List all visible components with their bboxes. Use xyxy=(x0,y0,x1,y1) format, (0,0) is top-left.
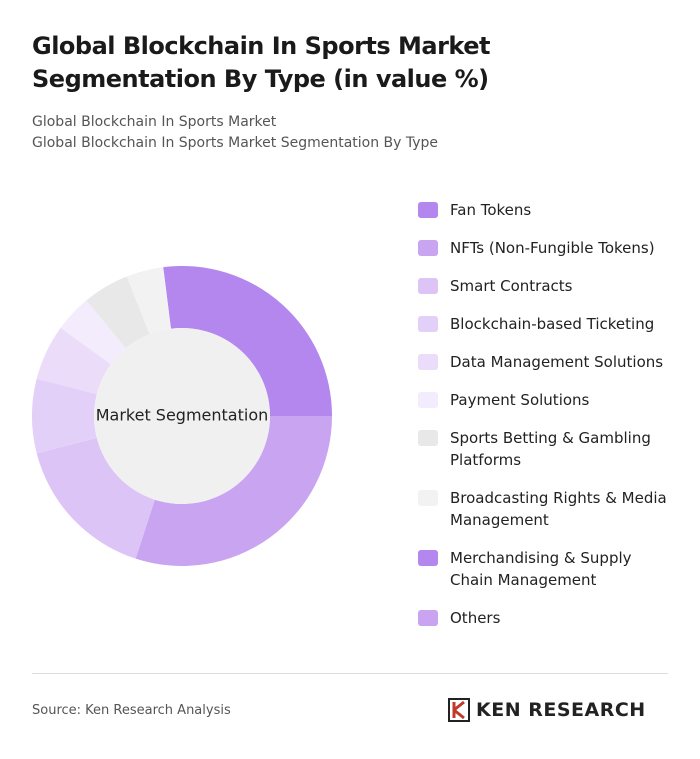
chart-title: Global Blockchain In Sports Market Segme… xyxy=(32,32,491,93)
legend-label: Data Management Solutions xyxy=(450,353,664,371)
donut-segment xyxy=(126,267,171,335)
donut-segment xyxy=(135,416,332,566)
legend-label: Fan Tokens xyxy=(450,201,532,219)
chart: Market Segmentation xyxy=(31,266,332,566)
legend-item: Fan Tokens xyxy=(418,199,668,221)
legend: Fan Tokens NFTs (Non-Fungible Tokens) Smar… xyxy=(418,199,668,645)
legend-label: NFTs (Non-Fungible Tokens) xyxy=(450,239,655,257)
divider xyxy=(32,673,668,674)
legend-item: Others xyxy=(418,607,668,629)
donut-segment xyxy=(86,276,150,349)
subtitle: Global Blockchain In Sports Market Globa… xyxy=(32,112,438,154)
subtitle-line: Global Blockchain In Sports Market xyxy=(32,114,277,130)
logo-icon xyxy=(448,698,470,722)
legend-item: Payment Solutions xyxy=(418,389,668,411)
legend-item: Merchandising & Supply Chain Management xyxy=(418,547,668,591)
source: Source: Ken Research Analysis xyxy=(32,703,231,718)
legend-swatch xyxy=(418,240,438,256)
legend-label: Smart Contracts xyxy=(450,277,573,295)
legend-swatch xyxy=(418,392,438,408)
legend-label: Sports Betting & Gambling Platforms xyxy=(450,429,651,469)
legend-item: Data Management Solutions xyxy=(418,351,668,373)
legend-item: NFTs (Non-Fungible Tokens) xyxy=(418,237,668,259)
subtitle-line: Global Blockchain In Sports Market Segme… xyxy=(32,135,439,151)
legend-swatch xyxy=(418,610,438,626)
legend-swatch xyxy=(418,430,438,446)
donut-segment xyxy=(163,266,332,416)
legend-swatch xyxy=(418,316,438,332)
center-label: Market Segmentation xyxy=(96,406,269,425)
legend-item: Smart Contracts xyxy=(418,275,668,297)
donut-segment xyxy=(31,378,97,454)
legend-label: Payment Solutions xyxy=(450,391,590,409)
brand-name: KEN RESEARCH xyxy=(476,699,646,721)
brand-logo: KEN RESEARCH xyxy=(448,698,646,722)
legend-label: Blockchain-based Ticketing xyxy=(450,315,655,333)
legend-swatch xyxy=(418,278,438,294)
legend-swatch xyxy=(418,490,438,506)
legend-label: Others xyxy=(450,609,501,627)
donut-segment xyxy=(60,300,126,365)
legend-swatch xyxy=(418,354,438,370)
donut-segment xyxy=(36,437,155,559)
donut-segment xyxy=(36,327,111,395)
legend-swatch xyxy=(418,550,438,566)
donut-hole xyxy=(94,328,270,504)
legend-item: Blockchain-based Ticketing xyxy=(418,313,668,335)
legend-item: Sports Betting & Gambling Platforms xyxy=(418,427,668,471)
legend-item: Broadcasting Rights & Media Management xyxy=(418,487,668,531)
legend-swatch xyxy=(418,202,438,218)
legend-label: Merchandising & Supply Chain Management xyxy=(450,549,632,589)
legend-label: Broadcasting Rights & Media Management xyxy=(450,489,667,529)
